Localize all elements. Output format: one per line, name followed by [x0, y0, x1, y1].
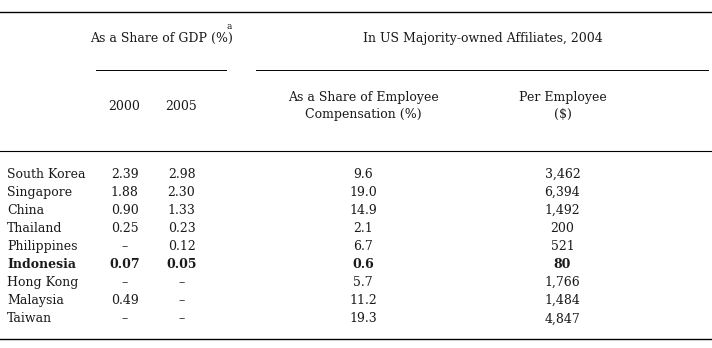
Text: 19.3: 19.3 — [350, 312, 377, 325]
Text: As a Share of Employee
Compensation (%): As a Share of Employee Compensation (%) — [288, 92, 439, 121]
Text: Thailand: Thailand — [7, 222, 63, 235]
Text: 2.98: 2.98 — [168, 167, 195, 181]
Text: Per Employee
($): Per Employee ($) — [518, 92, 607, 121]
Text: –: – — [122, 276, 127, 289]
Text: a: a — [226, 22, 232, 31]
Text: –: – — [179, 312, 184, 325]
Text: 3,462: 3,462 — [545, 167, 580, 181]
Text: 4,847: 4,847 — [545, 312, 580, 325]
Text: 0.6: 0.6 — [352, 258, 374, 271]
Text: 521: 521 — [550, 240, 575, 253]
Text: 200: 200 — [550, 222, 575, 235]
Text: 1.33: 1.33 — [167, 204, 196, 217]
Text: China: China — [7, 204, 44, 217]
Text: 11.2: 11.2 — [350, 294, 377, 307]
Text: 0.25: 0.25 — [111, 222, 138, 235]
Text: Hong Kong: Hong Kong — [7, 276, 78, 289]
Text: –: – — [122, 240, 127, 253]
Text: 0.05: 0.05 — [167, 258, 197, 271]
Text: 0.90: 0.90 — [111, 204, 138, 217]
Text: 2005: 2005 — [166, 100, 197, 113]
Text: 5.7: 5.7 — [353, 276, 373, 289]
Text: 1,766: 1,766 — [545, 276, 580, 289]
Text: 6,394: 6,394 — [545, 185, 580, 199]
Text: As a Share of GDP (%): As a Share of GDP (%) — [90, 32, 233, 45]
Text: –: – — [179, 276, 184, 289]
Text: 80: 80 — [554, 258, 571, 271]
Text: 6.7: 6.7 — [353, 240, 373, 253]
Text: 19.0: 19.0 — [350, 185, 377, 199]
Text: 9.6: 9.6 — [353, 167, 373, 181]
Text: Malaysia: Malaysia — [7, 294, 64, 307]
Text: 0.49: 0.49 — [111, 294, 138, 307]
Text: 0.12: 0.12 — [168, 240, 195, 253]
Text: 0.07: 0.07 — [109, 258, 140, 271]
Text: South Korea: South Korea — [7, 167, 85, 181]
Text: 2000: 2000 — [109, 100, 140, 113]
Text: Indonesia: Indonesia — [7, 258, 76, 271]
Text: Philippines: Philippines — [7, 240, 78, 253]
Text: In US Majority-owned Affiliates, 2004: In US Majority-owned Affiliates, 2004 — [362, 32, 602, 45]
Text: 1.88: 1.88 — [110, 185, 139, 199]
Text: Taiwan: Taiwan — [7, 312, 52, 325]
Text: 1,492: 1,492 — [545, 204, 580, 217]
Text: –: – — [179, 294, 184, 307]
Text: 2.30: 2.30 — [168, 185, 195, 199]
Text: Singapore: Singapore — [7, 185, 72, 199]
Text: –: – — [122, 312, 127, 325]
Text: 0.23: 0.23 — [168, 222, 195, 235]
Text: 1,484: 1,484 — [545, 294, 580, 307]
Text: 14.9: 14.9 — [350, 204, 377, 217]
Text: 2.39: 2.39 — [111, 167, 138, 181]
Text: 2.1: 2.1 — [353, 222, 373, 235]
